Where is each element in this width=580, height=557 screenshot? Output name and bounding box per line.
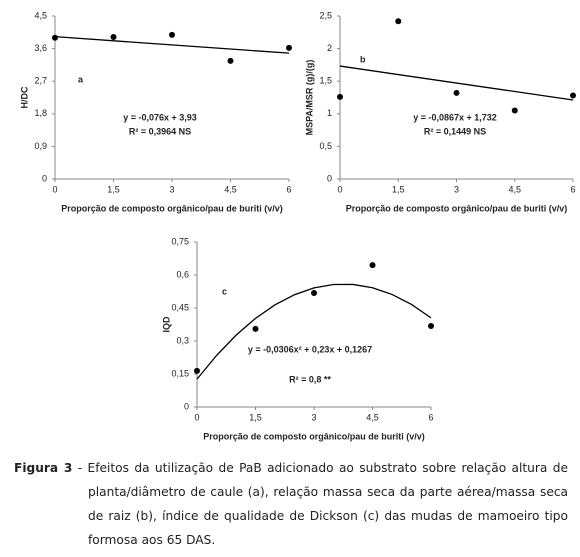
trend-line <box>196 283 432 380</box>
point <box>286 44 292 51</box>
y-tick-label: 1,5 <box>319 76 332 86</box>
equation: y = -0,0306x² + 0,23x + 0,1267 <box>248 344 372 354</box>
caption-label: Figura 3 <box>14 461 73 475</box>
x-tick-label: 6 <box>286 184 291 194</box>
point <box>570 92 576 99</box>
y-tick-label: 0 <box>184 401 189 411</box>
y-tick-label: 4,5 <box>34 10 47 20</box>
point <box>453 89 460 96</box>
y-tick-label: 0,3 <box>176 335 189 345</box>
x-tick-label: 3 <box>169 184 174 194</box>
trend-line <box>54 35 290 54</box>
point <box>337 93 343 100</box>
y-tick-label: 0,45 <box>171 302 189 312</box>
y-axis-label: IQD <box>161 316 171 333</box>
y-tick-label: 0,75 <box>171 236 189 246</box>
y-tick-label: 0,5 <box>319 141 332 151</box>
x-tick-label: 4,5 <box>508 184 521 194</box>
point <box>311 290 317 297</box>
y-tick-label: 3,6 <box>34 43 47 53</box>
point <box>110 34 117 41</box>
point <box>395 18 402 25</box>
x-tick-label: 0 <box>337 184 342 194</box>
point <box>369 262 376 269</box>
y-tick-label: 0,9 <box>34 141 47 151</box>
point <box>227 57 234 64</box>
r-squared: R² = 0,8 ** <box>289 374 331 384</box>
y-tick-label: 0,15 <box>171 368 189 378</box>
x-axis-label: Proporção de composto orgânico/pau de bu… <box>203 431 425 441</box>
equation: y = -0,0867x + 1,732 <box>413 112 497 122</box>
x-tick-label: 3 <box>311 412 316 422</box>
trend-line <box>339 65 574 101</box>
panel-letter: c <box>222 286 227 296</box>
caption-text: - Efeitos da utilização de PaB adicionad… <box>72 461 568 547</box>
point <box>252 325 259 332</box>
point <box>194 367 200 374</box>
y-tick-label: 2 <box>327 43 332 53</box>
x-tick-label: 0 <box>194 412 199 422</box>
y-tick-label: 0 <box>327 173 332 183</box>
caption: Figura 3 - Efeitos da utilização de PaB … <box>14 456 568 552</box>
y-tick-label: 0 <box>42 173 47 183</box>
point <box>52 34 58 41</box>
x-tick-label: 1,5 <box>249 412 262 422</box>
y-axis-label: H/DC <box>19 86 29 108</box>
x-tick-label: 1,5 <box>107 184 120 194</box>
panel-letter: b <box>360 54 366 64</box>
x-tick-label: 3 <box>454 184 459 194</box>
x-axis-label: Proporção de composto orgânico/pau de bu… <box>346 203 568 213</box>
r-squared: R² = 0,3964 NS <box>129 126 191 136</box>
r-squared: R² = 0,1449 NS <box>424 126 486 136</box>
x-tick-label: 1,5 <box>392 184 405 194</box>
point <box>511 107 518 114</box>
x-tick-label: 4,5 <box>366 412 379 422</box>
x-tick-label: 0 <box>52 184 57 194</box>
panel-letter: a <box>78 74 84 84</box>
x-tick-label: 4,5 <box>224 184 237 194</box>
y-axis-label: MSPA/MSR (g)/(g) <box>304 60 314 136</box>
point <box>169 31 175 38</box>
y-tick-label: 2,5 <box>319 10 332 20</box>
point <box>428 323 434 330</box>
x-axis-label: Proporção de composto orgânico/pau de bu… <box>61 203 283 213</box>
y-tick-label: 1 <box>327 108 332 118</box>
equation: y = -0,076x + 3,93 <box>123 112 197 122</box>
y-tick-label: 2,7 <box>34 76 47 86</box>
y-tick-label: 1,8 <box>34 108 47 118</box>
x-tick-label: 6 <box>570 184 575 194</box>
x-tick-label: 6 <box>428 412 433 422</box>
y-tick-label: 0,6 <box>176 269 189 279</box>
